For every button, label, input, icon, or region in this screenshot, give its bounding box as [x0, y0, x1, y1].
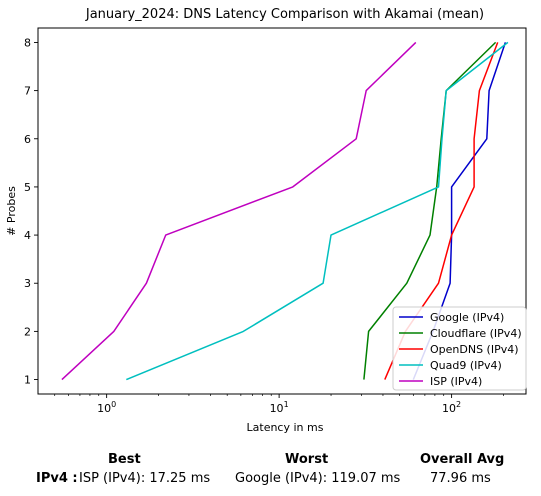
- worst-value: Google (IPv4): 119.07 ms: [235, 471, 401, 486]
- y-tick-label: 6: [24, 133, 31, 146]
- chart-title: January_2024: DNS Latency Comparison wit…: [85, 7, 484, 22]
- legend-label: ISP (IPv4): [430, 375, 482, 388]
- plot-area: [37, 27, 527, 395]
- y-tick-label: 4: [24, 229, 31, 242]
- legend: Google (IPv4) Cloudflare (IPv4) OpenDNS (I…: [392, 306, 527, 391]
- axes-layer: 100 101 102 1 2 3 4 5 6 7 8: [24, 36, 504, 415]
- y-tick-label: 8: [24, 36, 31, 49]
- y-tick-label: 3: [24, 277, 31, 290]
- ipv4-row-label: IPv4 :: [36, 471, 78, 486]
- summary-table: Best Worst Overall Avg IPv4 : ISP (IPv4)…: [0, 446, 541, 496]
- best-value: ISP (IPv4): 17.25 ms: [79, 471, 211, 486]
- series-line: [126, 41, 509, 381]
- x-tick-label: 101: [270, 400, 289, 415]
- best-header: Best: [108, 452, 141, 467]
- y-tick-label: 5: [24, 181, 31, 194]
- series-line: [61, 41, 417, 381]
- avg-header: Overall Avg: [420, 452, 505, 467]
- x-tick-label: 102: [442, 400, 461, 415]
- series-layer: [61, 41, 509, 381]
- y-tick-label: 2: [24, 325, 31, 338]
- worst-header: Worst: [285, 452, 329, 467]
- legend-box: [392, 306, 527, 391]
- x-tick-label: 100: [97, 400, 116, 415]
- avg-value: 77.96 ms: [430, 471, 491, 486]
- y-tick-label: 7: [24, 85, 31, 98]
- legend-label: Google (IPv4): [430, 311, 504, 324]
- y-tick-label: 1: [24, 374, 31, 387]
- legend-label: OpenDNS (IPv4): [430, 343, 519, 356]
- legend-label: Cloudflare (IPv4): [430, 327, 522, 340]
- y-axis-label: # Probes: [5, 186, 18, 236]
- latency-chart: January_2024: DNS Latency Comparison wit…: [5, 7, 527, 434]
- x-axis-label: Latency in ms: [247, 421, 324, 434]
- legend-label: Quad9 (IPv4): [430, 359, 502, 372]
